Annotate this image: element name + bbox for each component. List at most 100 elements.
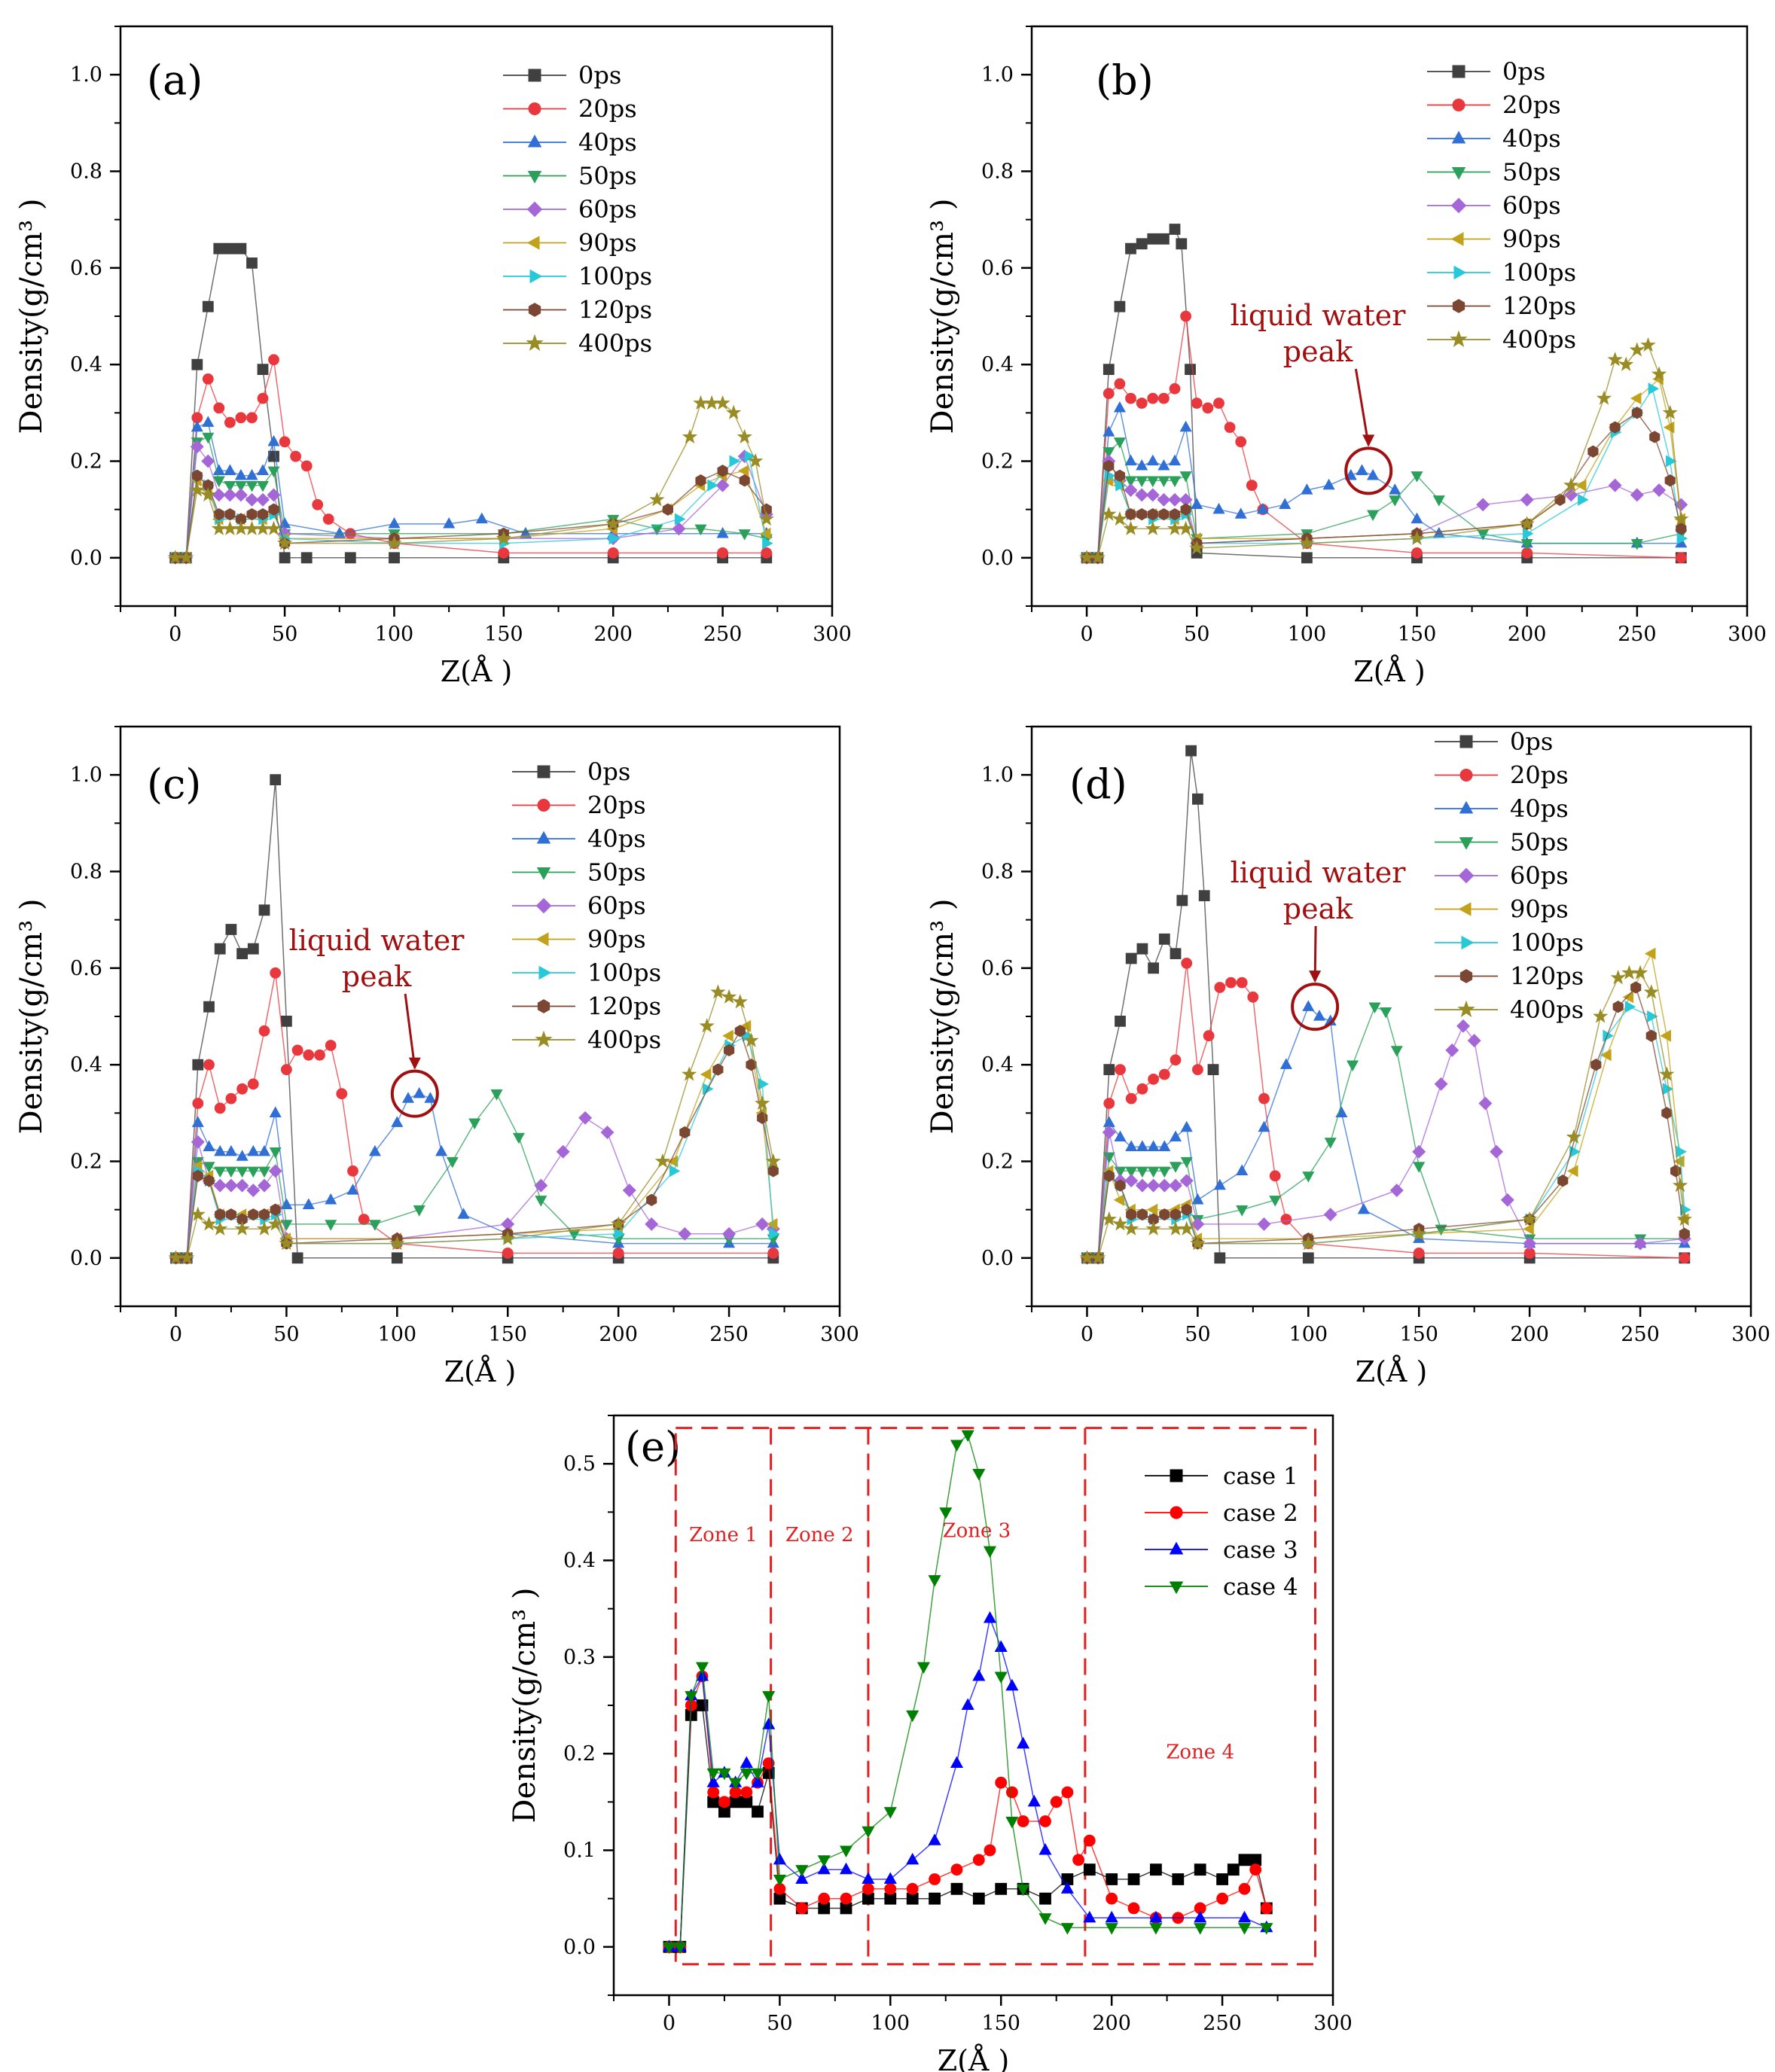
data-point	[746, 1059, 757, 1071]
data-point	[1367, 510, 1380, 521]
data-point	[1181, 958, 1193, 969]
data-point	[258, 1208, 270, 1221]
data-point	[247, 943, 259, 955]
data-point	[191, 420, 203, 432]
data-point	[752, 1805, 764, 1818]
data-point	[1180, 1120, 1193, 1132]
data-point	[961, 1430, 974, 1443]
data-point	[256, 464, 270, 475]
data-point	[1125, 242, 1136, 254]
data-point	[1146, 454, 1159, 466]
y-tick-label: 0.5	[563, 1452, 596, 1476]
data-point	[1136, 507, 1148, 521]
annotation-arrow	[404, 993, 416, 1068]
series-line	[175, 1025, 774, 1259]
data-point	[303, 1049, 315, 1061]
data-point	[1563, 477, 1579, 492]
data-point	[1192, 1064, 1203, 1075]
data-point	[1632, 964, 1648, 980]
legend-marker	[1450, 197, 1467, 214]
data-point	[201, 454, 215, 468]
x-tick-label: 200	[1508, 623, 1547, 646]
data-point	[1125, 952, 1137, 964]
data-point	[258, 1178, 271, 1193]
series-120ps	[1081, 981, 1690, 1264]
data-point	[693, 395, 709, 410]
data-point	[645, 1217, 659, 1231]
data-point	[707, 1786, 720, 1799]
data-point	[270, 774, 282, 785]
data-point	[235, 1178, 249, 1193]
data-point	[726, 404, 742, 419]
data-point	[1236, 1164, 1249, 1175]
data-point	[1676, 1145, 1687, 1158]
data-point	[1101, 1211, 1117, 1226]
data-point	[685, 1691, 698, 1703]
x-tick-label: 150	[484, 623, 523, 646]
data-point	[401, 1092, 415, 1103]
data-point	[795, 1902, 808, 1915]
data-point	[740, 1756, 753, 1769]
legend-label: 100ps	[587, 958, 661, 987]
data-point	[1168, 492, 1182, 507]
data-point	[475, 512, 488, 524]
series-line	[175, 248, 767, 559]
x-tick-label: 100	[378, 1323, 417, 1346]
data-point	[929, 1873, 941, 1885]
x-tick-label: 300	[1728, 623, 1767, 646]
data-point	[607, 547, 619, 559]
data-point	[1180, 503, 1191, 516]
x-tick-label: 100	[1288, 623, 1327, 646]
series-400ps	[168, 984, 781, 1265]
data-point	[214, 1144, 227, 1156]
data-point	[1017, 1815, 1029, 1827]
zone-label: Zone 4	[1166, 1741, 1234, 1764]
y-tick-label: 0.8	[981, 160, 1014, 184]
data-point	[939, 1507, 953, 1519]
data-point	[1661, 1107, 1673, 1120]
legend-label: 60ps	[1510, 861, 1569, 890]
data-point	[662, 1942, 676, 1955]
legend-marker	[1458, 867, 1475, 884]
data-point	[1413, 1248, 1425, 1259]
data-point	[202, 373, 214, 385]
data-point	[839, 1845, 853, 1857]
data-point	[1198, 890, 1210, 901]
data-point	[200, 486, 216, 502]
data-point	[762, 1717, 776, 1729]
data-point	[269, 1147, 282, 1159]
data-point	[191, 358, 203, 370]
data-point	[490, 1089, 503, 1101]
series-case-4	[662, 1430, 1273, 1955]
data-point	[1115, 1016, 1126, 1027]
data-point	[498, 547, 510, 559]
data-point	[391, 1116, 404, 1127]
data-point	[389, 552, 400, 564]
y-tick-label: 0.2	[70, 1150, 102, 1174]
data-point	[1103, 425, 1115, 437]
data-point	[972, 1892, 985, 1905]
y-tick-label: 0.0	[563, 1936, 596, 1959]
data-point	[1629, 342, 1645, 357]
data-point	[535, 1196, 547, 1207]
legend-label: 100ps	[1510, 928, 1584, 957]
data-point	[344, 552, 356, 564]
data-point	[1061, 1873, 1074, 1885]
data-point	[817, 1855, 831, 1867]
data-point	[1456, 1019, 1470, 1033]
data-point	[1169, 382, 1181, 395]
data-point	[268, 503, 279, 516]
data-point	[929, 1892, 941, 1905]
data-point	[1194, 1910, 1207, 1923]
data-point	[1017, 1736, 1030, 1749]
data-point	[1147, 392, 1159, 404]
data-point	[302, 1198, 315, 1209]
x-tick-label: 0	[1081, 1323, 1093, 1346]
data-point	[1651, 366, 1667, 381]
x-tick-label: 300	[820, 1323, 859, 1346]
data-point	[234, 468, 247, 480]
data-point	[707, 479, 718, 492]
data-point	[1260, 1902, 1273, 1915]
data-point	[247, 1078, 259, 1090]
data-point	[1258, 1120, 1270, 1132]
